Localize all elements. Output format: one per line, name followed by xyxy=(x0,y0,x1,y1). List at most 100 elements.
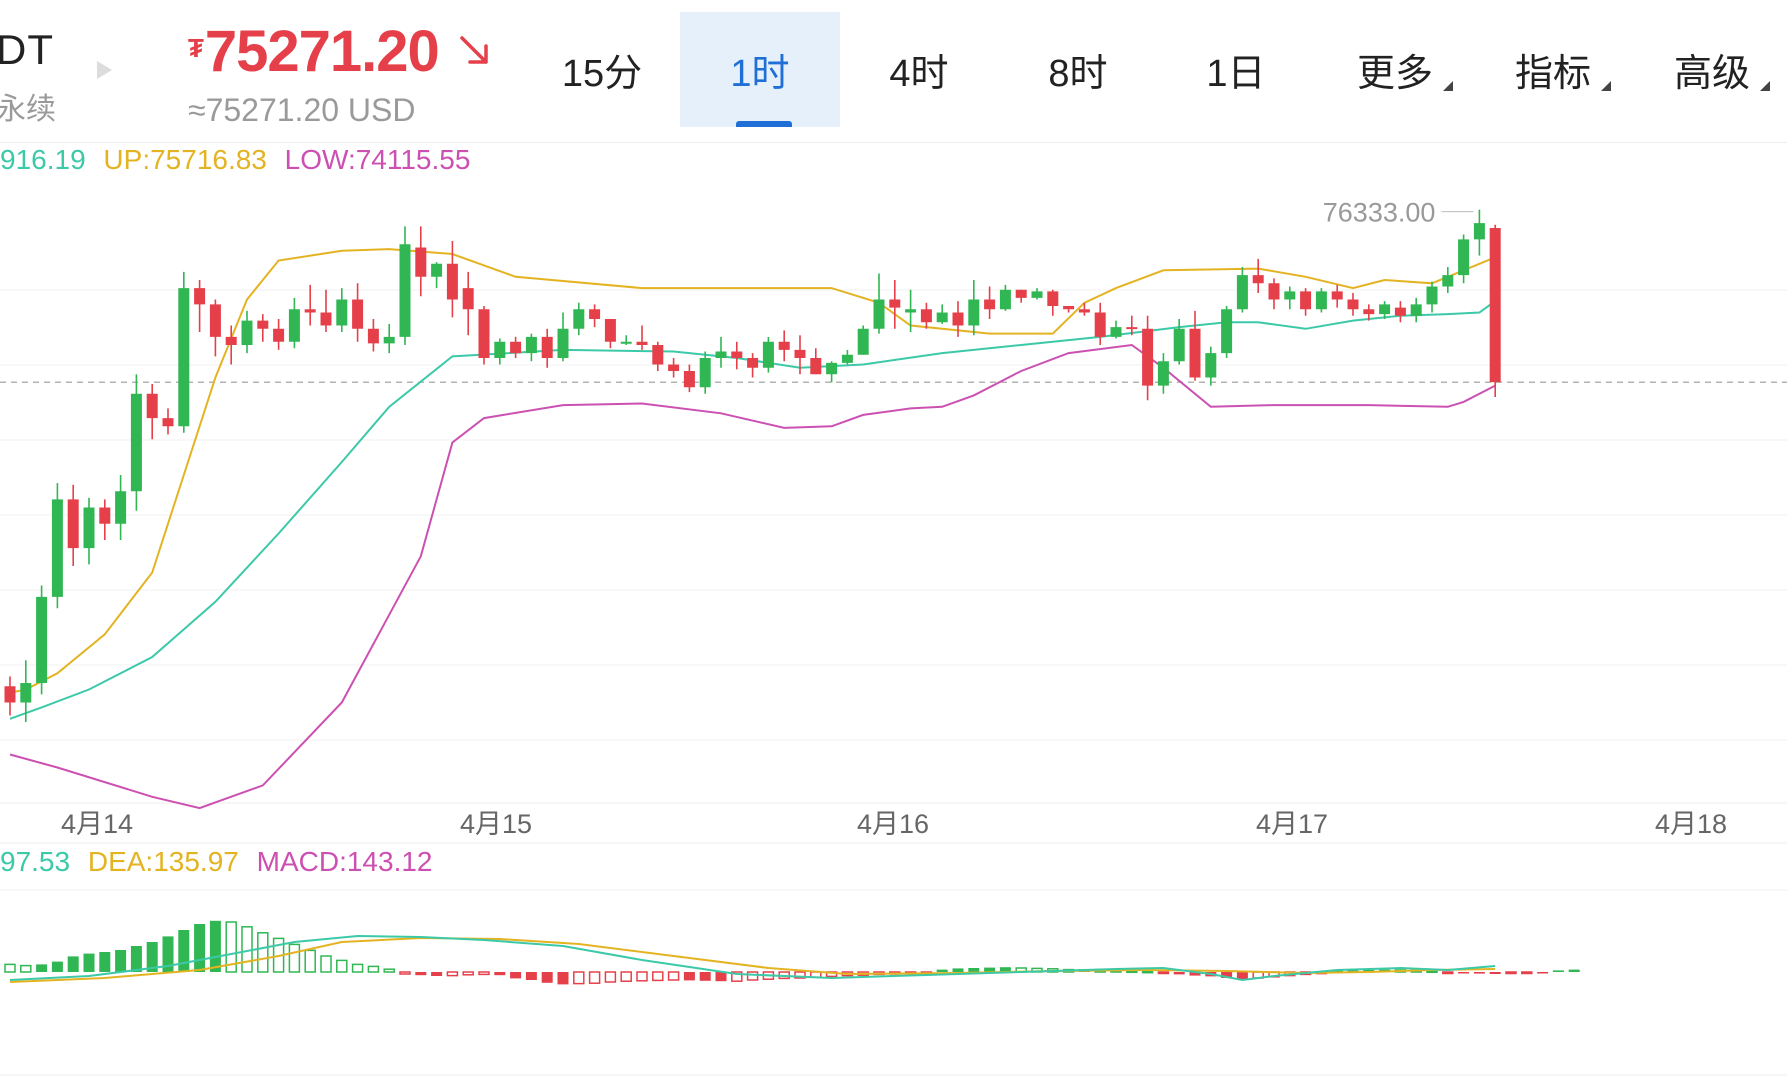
candle-body xyxy=(1252,275,1264,284)
date-axis-label: 4月18 xyxy=(1655,809,1727,839)
candle-body xyxy=(889,299,901,308)
macd-bar xyxy=(146,942,158,972)
currency-symbol: ₮ xyxy=(188,33,204,63)
candle-body xyxy=(683,371,695,388)
candle-body xyxy=(1347,299,1359,310)
candle-body xyxy=(209,304,221,337)
macd-bar xyxy=(257,932,269,973)
macd-dif-value: 97.53 xyxy=(0,846,71,877)
macd-bar xyxy=(604,971,617,983)
contract-type-label: 永续 xyxy=(0,93,56,126)
candle-body xyxy=(1173,328,1185,362)
candle-body xyxy=(320,312,332,326)
candle-body xyxy=(146,393,158,419)
macd-bar xyxy=(1236,972,1248,980)
macd-bar xyxy=(952,968,964,972)
macd-bar xyxy=(478,971,490,976)
macd-bar xyxy=(288,943,301,973)
candle-body xyxy=(699,358,711,388)
macd-bar xyxy=(636,971,648,982)
candle-body xyxy=(968,299,980,326)
date-axis-label: 4月17 xyxy=(1256,809,1328,839)
tab-label: 更多 xyxy=(1356,53,1433,95)
macd-bar xyxy=(383,968,395,973)
boll-legend: 916.19 UP:75716.83 LOW:74115.55 xyxy=(0,144,480,176)
candle-body xyxy=(920,309,932,323)
macd-bar xyxy=(51,961,63,972)
tab-15min[interactable]: 15分 xyxy=(522,12,682,127)
candle-body xyxy=(478,309,490,358)
boll-up-value: UP:75716.83 xyxy=(103,144,267,175)
macd-bar xyxy=(304,949,316,973)
candle-body xyxy=(636,341,648,345)
macd-bar xyxy=(399,971,411,975)
macd-bar xyxy=(1568,969,1580,972)
macd-bar xyxy=(936,969,948,972)
candle-body xyxy=(668,364,680,371)
candle-body xyxy=(1331,291,1343,300)
macd-bar xyxy=(36,964,48,972)
tab-more[interactable]: 更多 xyxy=(1315,12,1475,127)
dropdown-corner-icon xyxy=(1443,81,1453,91)
candle-body xyxy=(1394,307,1406,316)
candle-body xyxy=(857,328,869,355)
candle-body xyxy=(1442,275,1454,287)
tab-advanced[interactable]: 高级 xyxy=(1632,12,1787,127)
candle-body xyxy=(51,499,63,597)
tab-8h[interactable]: 8时 xyxy=(998,12,1158,127)
candle-body xyxy=(1268,283,1280,300)
macd-bar xyxy=(1189,972,1201,976)
macd-bar xyxy=(178,930,190,972)
candle-body xyxy=(1189,328,1201,378)
candle-body xyxy=(873,299,885,329)
candle-body xyxy=(273,328,285,342)
candle-body xyxy=(1047,291,1059,306)
candle-body xyxy=(1157,361,1169,386)
candle-body xyxy=(826,362,838,375)
play-icon[interactable] xyxy=(92,58,116,82)
candle-body xyxy=(604,319,616,342)
tab-label: 1时 xyxy=(730,53,790,95)
macd-legend: 97.53 DEA:135.97 MACD:143.12 xyxy=(0,846,443,878)
tab-label: 高级 xyxy=(1673,53,1750,95)
macd-bar xyxy=(699,972,711,981)
candle-body xyxy=(130,393,142,492)
tab-label: 1日 xyxy=(1206,53,1266,95)
candle-body xyxy=(1426,286,1438,305)
macd-bar xyxy=(225,921,237,973)
candle-body xyxy=(1078,309,1090,313)
candle-body xyxy=(1410,304,1422,316)
macd-bar xyxy=(4,963,16,973)
candle-body xyxy=(1489,228,1501,383)
macd-bar xyxy=(415,972,427,976)
candle-body xyxy=(352,299,364,329)
candle-body xyxy=(620,341,632,344)
macd-bar xyxy=(968,968,980,972)
candle-body xyxy=(241,320,253,345)
tab-4h[interactable]: 4时 xyxy=(839,12,999,127)
macd-bar xyxy=(1442,971,1454,975)
tab-indicators[interactable]: 指标 xyxy=(1473,12,1633,127)
date-axis-label: 4月16 xyxy=(857,809,929,839)
candle-body xyxy=(67,499,79,549)
candle-body xyxy=(383,336,395,344)
macd-bar xyxy=(746,971,759,981)
last-price: ₮75271.20 xyxy=(188,18,440,85)
boll-mid-value: 916.19 xyxy=(0,144,86,175)
macd-bar xyxy=(1458,972,1470,974)
symbol-name[interactable]: DT xyxy=(0,26,54,73)
candle-body xyxy=(510,341,522,354)
candle-body xyxy=(367,328,379,344)
macd-bar xyxy=(525,972,537,980)
macd-bar xyxy=(446,971,459,977)
tab-1d[interactable]: 1日 xyxy=(1156,12,1316,127)
candle-body xyxy=(731,351,743,358)
tab-1h[interactable]: 1时 xyxy=(680,12,840,127)
candle-body xyxy=(1284,291,1296,300)
macd-bar xyxy=(1489,972,1501,974)
last-price-value: 75271.20 xyxy=(204,19,440,84)
boll-upper-line xyxy=(9,248,1496,694)
macd-bar xyxy=(462,971,474,976)
macd-bar xyxy=(115,950,127,972)
